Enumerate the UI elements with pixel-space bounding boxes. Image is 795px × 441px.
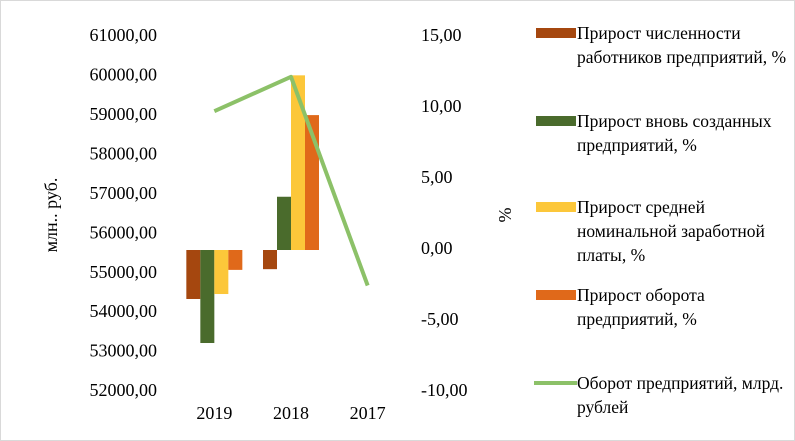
legend-label: Оборот предприятий, млрд. рублей — [577, 373, 784, 417]
y-tick-label: 57000,00 — [90, 183, 158, 203]
bar — [291, 75, 305, 250]
legend-label: Прирост средней номинальной заработной п… — [577, 197, 765, 265]
y-tick-label: 56000,00 — [90, 222, 158, 242]
x-tick-label: 2018 — [273, 403, 309, 423]
bar — [228, 250, 243, 270]
legend-swatch — [536, 116, 576, 126]
bar — [200, 250, 215, 344]
legend-swatch — [536, 290, 576, 300]
x-tick-label: 2017 — [350, 403, 386, 423]
y-tick-label: 60000,00 — [90, 65, 158, 85]
legend-label: Прирост вновь созданных предприятий, % — [577, 111, 772, 155]
line — [213, 74, 370, 287]
y2-axis-label: % — [495, 208, 515, 223]
y2-tick-label: -10,00 — [421, 380, 468, 400]
legend-swatch — [536, 202, 576, 212]
y2-tick-label: -5,00 — [421, 309, 459, 329]
y-tick-label: 55000,00 — [90, 262, 158, 282]
bar — [214, 250, 229, 295]
bar — [277, 196, 291, 250]
y-tick-label: 53000,00 — [90, 341, 158, 361]
y-tick-label: 61000,00 — [90, 25, 158, 45]
bar — [263, 250, 277, 270]
y-tick-label: 58000,00 — [90, 143, 158, 163]
y2-tick-label: 5,00 — [421, 167, 453, 187]
y-tick-label: 54000,00 — [90, 301, 158, 321]
bar — [186, 250, 201, 299]
y2-tick-label: 15,00 — [421, 25, 462, 45]
y2-tick-label: 10,00 — [421, 96, 462, 116]
y-axis-label: млн.. руб. — [41, 178, 61, 253]
legend-swatch — [536, 28, 576, 38]
legend-label: Прирост численности работников предприят… — [577, 23, 787, 67]
y-tick-label: 52000,00 — [90, 380, 158, 400]
y-tick-label: 59000,00 — [90, 104, 158, 124]
y2-tick-label: 0,00 — [421, 238, 453, 258]
legend-label: Прирост оборота предприятий, % — [577, 285, 705, 329]
x-tick-label: 2019 — [196, 403, 232, 423]
